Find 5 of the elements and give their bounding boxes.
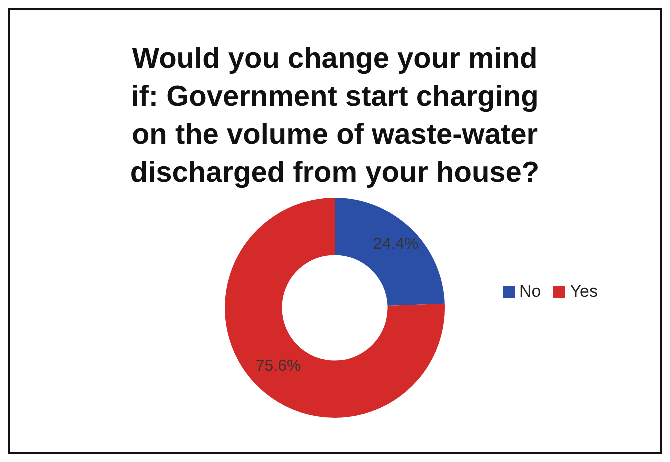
data-label: 24.4%	[374, 236, 419, 253]
chart-title: Would you change your mind if: Government start charging on the volume of waste-water discharged from your house?	[129, 42, 541, 191]
legend-label: No	[520, 282, 542, 302]
legend-label: Yes	[570, 282, 598, 302]
data-label: 75.6%	[256, 358, 302, 376]
